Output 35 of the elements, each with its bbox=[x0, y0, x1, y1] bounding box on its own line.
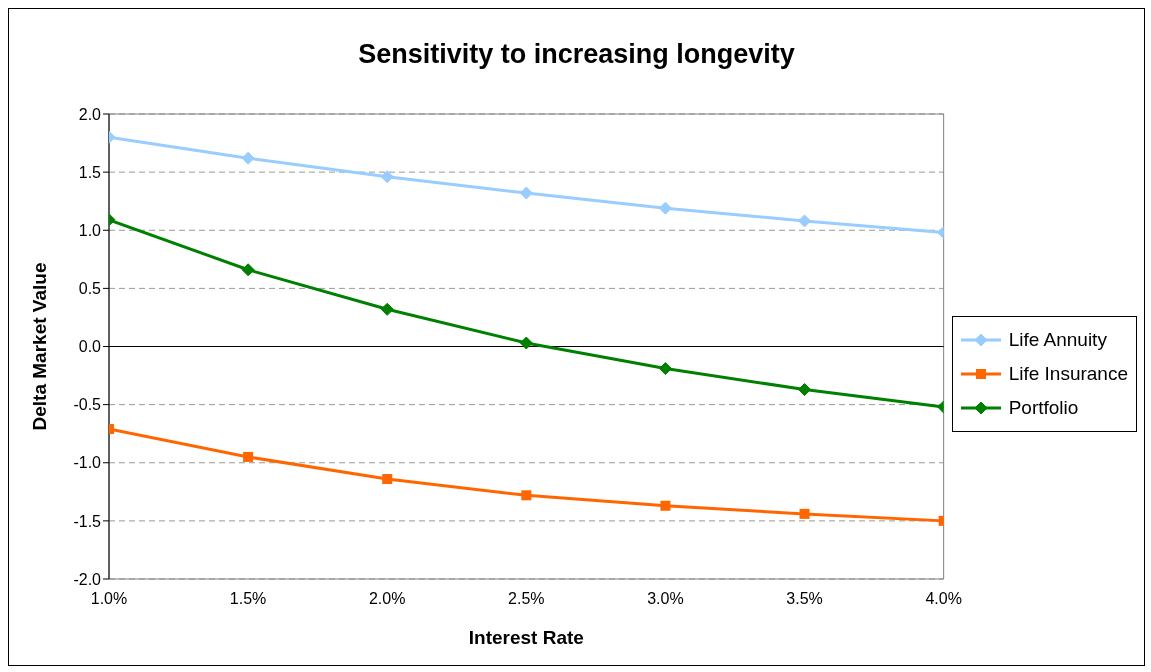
legend-label: Life Annuity bbox=[1008, 328, 1107, 352]
y-tick-label: -0.5 bbox=[73, 396, 102, 414]
point bbox=[799, 508, 810, 519]
x-tick-label: 1.0% bbox=[90, 590, 128, 608]
point bbox=[380, 302, 394, 316]
point bbox=[380, 170, 394, 184]
point bbox=[521, 490, 532, 501]
point bbox=[660, 500, 671, 511]
point bbox=[519, 186, 533, 200]
y-tick-label: -2.0 bbox=[73, 570, 102, 588]
point bbox=[241, 151, 255, 165]
y-tick-label: 0.5 bbox=[78, 280, 102, 298]
y-tick-label: 0.0 bbox=[78, 338, 102, 356]
y-tick-label: 1.0 bbox=[78, 221, 102, 239]
point bbox=[241, 263, 255, 277]
point bbox=[243, 451, 254, 462]
x-tick-label: 2.5% bbox=[508, 590, 545, 608]
y-tick-label: -1.0 bbox=[73, 454, 102, 472]
y-tick-label: 2.0 bbox=[78, 105, 102, 123]
legend-label: Portfolio bbox=[1008, 396, 1079, 420]
x-tick-label: 3.0% bbox=[647, 590, 684, 608]
point bbox=[382, 474, 393, 485]
x-tick-label: 2.0% bbox=[368, 590, 406, 608]
point bbox=[519, 336, 533, 350]
x-axis-title: Interest Rate bbox=[468, 627, 584, 648]
y-tick-label: 1.5 bbox=[78, 163, 102, 181]
x-tick-label: 4.0% bbox=[925, 590, 962, 608]
y-axis-title: Delta Market Value bbox=[28, 262, 50, 431]
y-tick-label: -1.5 bbox=[73, 512, 102, 530]
legend-label: Life Insurance bbox=[1008, 362, 1128, 386]
x-tick-label: 1.5% bbox=[229, 590, 267, 608]
x-tick-label: 3.5% bbox=[786, 590, 823, 608]
point bbox=[658, 201, 672, 215]
point bbox=[658, 362, 672, 376]
chart-title: Sensitivity to increasing longevity bbox=[357, 38, 796, 71]
